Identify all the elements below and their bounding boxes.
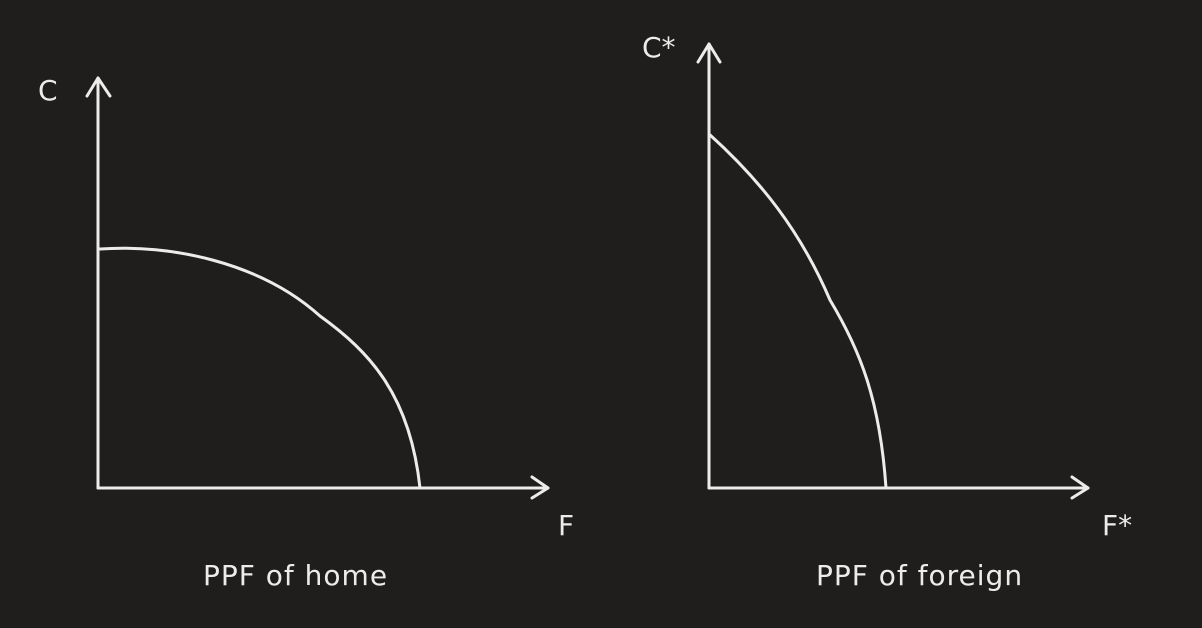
foreign-caption: PPF of foreign [816,559,1023,592]
foreign-x-axis-arrowhead [1070,475,1090,500]
home-y-axis-arrowhead [85,76,112,98]
home-ppf-panel: C F PPF of home [38,74,574,592]
foreign-ppf-panel: C* F* PPF of foreign [642,31,1132,592]
home-x-axis-arrowhead [530,475,550,500]
home-ppf-curve [98,246,422,490]
foreign-ppf-curve [707,132,888,490]
foreign-x-axis-label: F* [1102,509,1132,542]
home-y-axis-label: C [38,74,58,107]
home-caption: PPF of home [203,559,388,592]
home-x-axis-label: F [558,509,574,542]
foreign-y-axis-arrowhead [696,42,722,64]
foreign-y-axis-label: C* [642,31,676,64]
